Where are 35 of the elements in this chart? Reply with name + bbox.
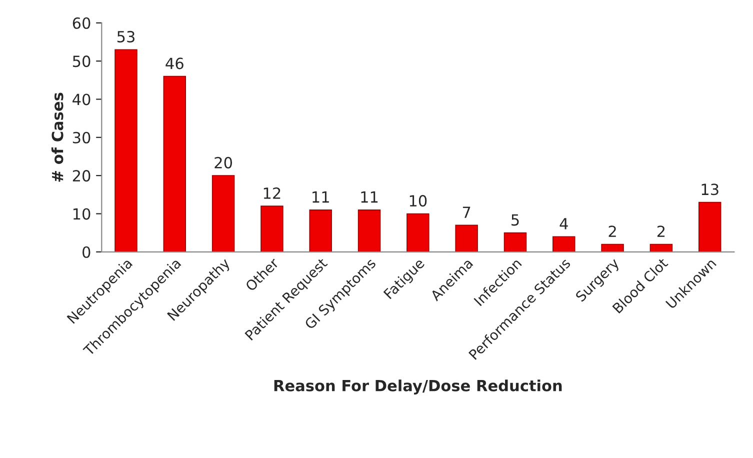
- bar: [406, 213, 430, 252]
- y-tick-label: 20: [72, 170, 90, 182]
- data-label: 4: [560, 218, 568, 230]
- bar: [650, 244, 673, 252]
- y-tick-label: 50: [72, 56, 90, 68]
- y-tick-label: 60: [72, 17, 90, 29]
- data-label: 5: [512, 214, 519, 226]
- data-label: 2: [657, 226, 665, 237]
- data-label: 13: [702, 184, 718, 196]
- bar: [309, 209, 332, 252]
- bar: [163, 76, 186, 252]
- data-label: 53: [117, 30, 134, 42]
- bar: [698, 202, 722, 252]
- data-label: 11: [361, 191, 378, 203]
- data-label: 7: [462, 206, 470, 218]
- y-tick-label: 10: [73, 208, 90, 220]
- data-label: 20: [214, 156, 232, 168]
- y-axis-title: # of Cases: [51, 92, 64, 182]
- data-label: 46: [166, 58, 184, 70]
- bar: [114, 49, 138, 252]
- bar: [260, 206, 284, 252]
- data-label: 10: [410, 195, 427, 207]
- bar: [212, 175, 235, 252]
- bar: [504, 232, 527, 252]
- bar: [552, 236, 576, 252]
- bar: [455, 224, 478, 252]
- data-label: 11: [312, 191, 329, 203]
- y-tick-label: 40: [72, 94, 90, 106]
- data-label: 2: [608, 226, 616, 237]
- y-tick-label: 30: [72, 132, 90, 144]
- y-tick-label: 0: [82, 246, 90, 258]
- bar: [601, 244, 624, 252]
- bar: [358, 209, 381, 252]
- x-axis-title: Reason For Delay/Dose Reduction: [274, 380, 562, 394]
- data-label: 12: [264, 187, 280, 199]
